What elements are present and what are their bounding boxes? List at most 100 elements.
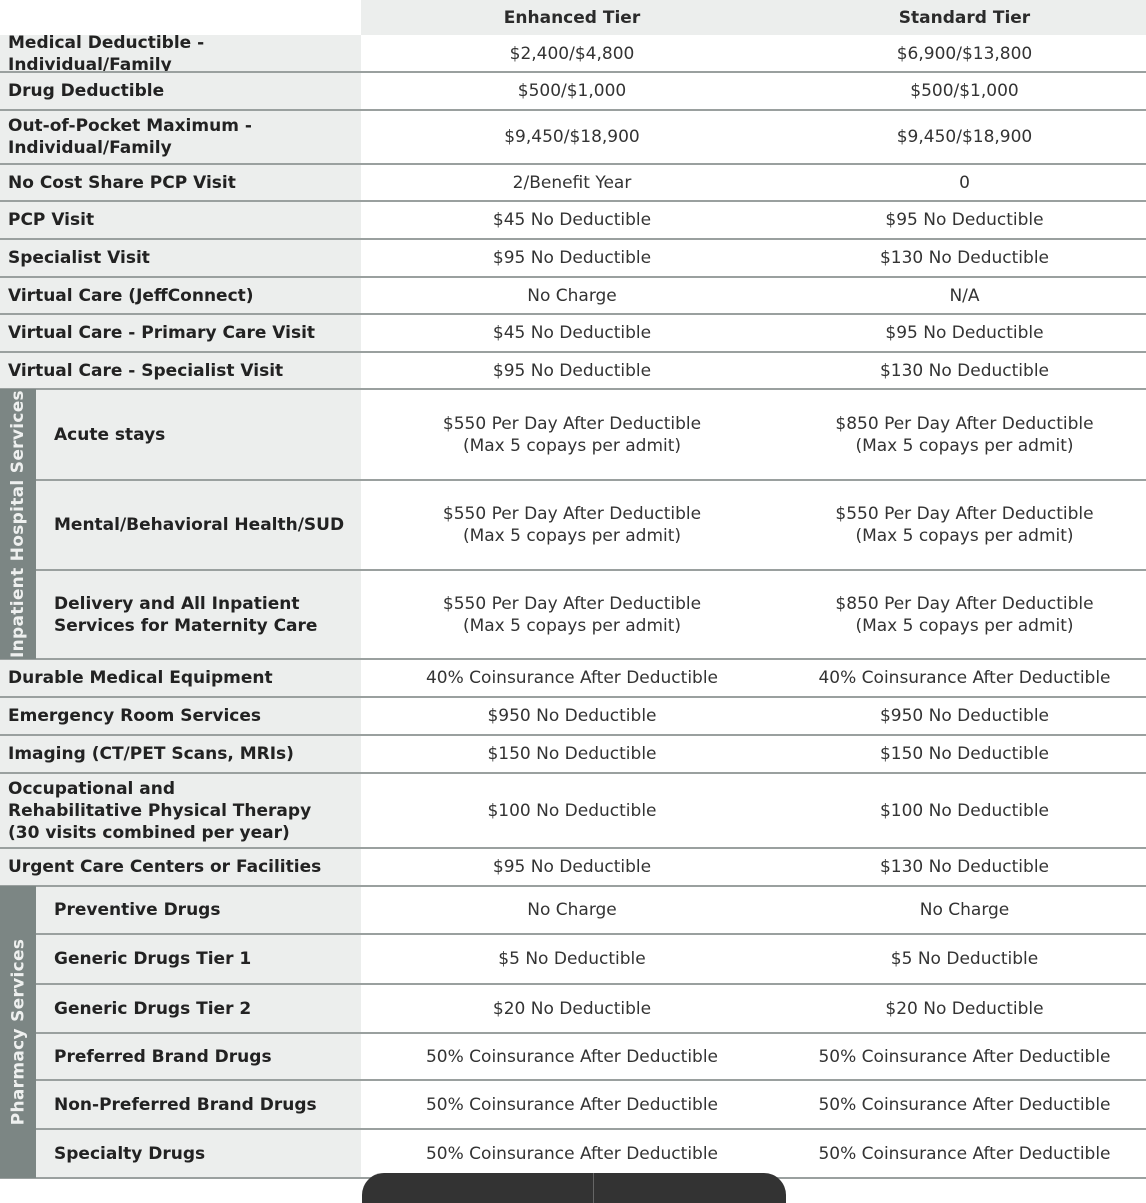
standard-tier-value: $130 No Deductible: [879, 857, 1049, 877]
row-divider: [0, 885, 1146, 887]
table-row: Preventive Drugs No Charge No Charge: [0, 886, 1146, 934]
enhanced-tier-value: No Charge: [527, 900, 617, 920]
enhanced-tier-value: $100 No Deductible: [487, 800, 657, 821]
row-label: Generic Drugs Tier 1: [0, 934, 361, 984]
row-label: Imaging (CT/PET Scans, MRIs): [0, 735, 361, 773]
table-row: Generic Drugs Tier 1 $5 No Deductible $5 N…: [0, 934, 1146, 984]
row-label: Delivery and All Inpatient Services for …: [0, 570, 361, 659]
toolbar-divider: [593, 1173, 594, 1203]
table-row: Virtual Care - Specialist Visit $95 No De…: [0, 352, 1146, 389]
enhanced-tier-value: $20 No Deductible: [492, 998, 652, 1019]
standard-tier-value: $850 Per Day After Deductible (Max 5 cop…: [835, 593, 1094, 636]
row-divider: [0, 200, 1146, 202]
standard-tier-value: 50% Coinsurance After Deductible: [818, 1094, 1111, 1115]
table-row: Delivery and All Inpatient Services for …: [0, 570, 1146, 659]
row-divider: [0, 71, 1146, 73]
enhanced-tier-value: $950 No Deductible: [487, 706, 657, 726]
row-divider: [0, 276, 1146, 278]
standard-tier-value: 40% Coinsurance After Deductible: [818, 668, 1111, 688]
row-label: Preferred Brand Drugs: [0, 1033, 361, 1080]
enhanced-tier-value: $95 No Deductible: [492, 360, 652, 381]
row-label: Generic Drugs Tier 2: [0, 984, 361, 1033]
row-label: No Cost Share PCP Visit: [0, 164, 361, 201]
table-row: Virtual Care - Primary Care Visit $45 No …: [0, 314, 1146, 352]
header-enhanced-tier: Enhanced Tier: [503, 7, 641, 28]
table-row: Acute stays $550 Per Day After Deductible…: [0, 389, 1146, 480]
table-header: Enhanced Tier Standard Tier: [361, 0, 1146, 35]
standard-tier-value: $100 No Deductible: [879, 800, 1049, 821]
enhanced-tier-value: $550 Per Day After Deductible (Max 5 cop…: [442, 504, 702, 546]
enhanced-tier-value: $150 No Deductible: [487, 744, 657, 764]
row-divider: [0, 109, 1146, 111]
row-divider: [0, 734, 1146, 736]
group-label-text: Inpatient Hospital Services: [8, 390, 28, 658]
row-label: Urgent Care Centers or Facilities: [0, 848, 361, 886]
standard-tier-value: $150 No Deductible: [879, 744, 1049, 764]
enhanced-tier-value: $550 Per Day After Deductible (Max 5 cop…: [442, 593, 702, 636]
table-row: Non-Preferred Brand Drugs 50% Coinsurance…: [0, 1080, 1146, 1129]
row-label: Durable Medical Equipment: [0, 659, 361, 697]
table-row: Generic Drugs Tier 2 $20 No Deductible $20…: [0, 984, 1146, 1033]
enhanced-tier-value: $95 No Deductible: [492, 857, 652, 877]
standard-tier-value: $550 Per Day After Deductible (Max 5 cop…: [835, 504, 1094, 546]
table-row: Medical Deductible - Individual/Family $2…: [0, 33, 1146, 75]
standard-tier-value: $850 Per Day After Deductible (Max 5 cop…: [835, 413, 1094, 456]
floating-toolbar[interactable]: [362, 1173, 786, 1203]
row-label: Mental/Behavioral Health/SUD: [0, 480, 361, 570]
standard-tier-value: $6,900/$13,800: [896, 43, 1033, 64]
table-row: Emergency Room Services $950 No Deductibl…: [0, 697, 1146, 735]
row-label: Virtual Care - Specialist Visit: [0, 352, 361, 389]
enhanced-tier-value: $45 No Deductible: [492, 323, 652, 343]
row-label: PCP Visit: [0, 201, 361, 239]
standard-tier-value: $950 No Deductible: [879, 706, 1049, 726]
row-divider: [0, 1079, 1146, 1081]
row-label: Acute stays: [0, 389, 361, 480]
row-label: Preventive Drugs: [0, 886, 361, 934]
table-row: Out-of-Pocket Maximum - Individual/Famil…: [0, 110, 1146, 164]
row-label: Out-of-Pocket Maximum - Individual/Famil…: [0, 110, 361, 164]
row-label: Specialty Drugs: [0, 1129, 361, 1178]
row-label: Emergency Room Services: [0, 697, 361, 735]
enhanced-tier-value: $550 Per Day After Deductible (Max 5 cop…: [442, 413, 702, 456]
row-label: Specialist Visit: [0, 239, 361, 277]
row-divider: [0, 696, 1146, 698]
table-row: Drug Deductible $500/$1,000 $500/$1,000: [0, 72, 1146, 110]
row-divider: [0, 847, 1146, 849]
standard-tier-value: No Charge: [919, 900, 1010, 920]
standard-tier-value: $500/$1,000: [910, 81, 1019, 101]
row-divider: [0, 772, 1146, 774]
enhanced-tier-value: 50% Coinsurance After Deductible: [425, 1094, 719, 1115]
table-row: Specialist Visit $95 No Deductible $130 No…: [0, 239, 1146, 277]
row-divider: [0, 163, 1146, 165]
enhanced-tier-value: 50% Coinsurance After Deductible: [425, 1143, 719, 1164]
enhanced-tier-value: $45 No Deductible: [492, 210, 652, 230]
standard-tier-value: 50% Coinsurance After Deductible: [818, 1143, 1111, 1164]
standard-tier-value: $95 No Deductible: [885, 210, 1044, 230]
table-row: Virtual Care (JeffConnect) No Charge N/A: [0, 277, 1146, 314]
row-divider: [0, 351, 1146, 353]
row-divider: [0, 238, 1146, 240]
enhanced-tier-value: $95 No Deductible: [492, 248, 652, 268]
table-row: Urgent Care Centers or Facilities $95 No …: [0, 848, 1146, 886]
standard-tier-value: N/A: [949, 285, 980, 306]
standard-tier-value: $9,450/$18,900: [896, 127, 1033, 147]
row-divider: [0, 983, 1146, 985]
table-row: Mental/Behavioral Health/SUD $550 Per Day…: [0, 480, 1146, 570]
enhanced-tier-value: 50% Coinsurance After Deductible: [425, 1046, 719, 1067]
row-divider: [0, 479, 1146, 481]
row-divider: [0, 658, 1146, 660]
standard-tier-value: $130 No Deductible: [879, 248, 1049, 268]
row-divider: [0, 388, 1146, 390]
enhanced-tier-value: No Charge: [527, 285, 617, 306]
row-divider: [0, 933, 1146, 935]
group-label-text: Pharmacy Services: [8, 938, 29, 1126]
row-divider: [0, 1128, 1146, 1130]
table-row: Occupational and Rehabilitative Physical…: [0, 773, 1146, 848]
standard-tier-value: $5 No Deductible: [890, 949, 1039, 969]
enhanced-tier-value: 40% Coinsurance After Deductible: [425, 668, 719, 688]
table-row: Preferred Brand Drugs 50% Coinsurance Aft…: [0, 1033, 1146, 1080]
row-label: Virtual Care - Primary Care Visit: [0, 314, 361, 352]
row-label: Medical Deductible - Individual/Family: [0, 33, 361, 75]
row-divider: [0, 569, 1146, 571]
table-row: PCP Visit $45 No Deductible $95 No Deducti…: [0, 201, 1146, 239]
